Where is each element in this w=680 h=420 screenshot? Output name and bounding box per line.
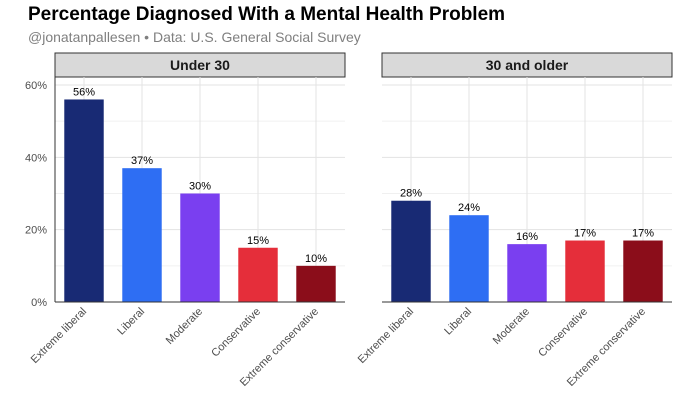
bar-value-label: 16% — [516, 231, 538, 243]
x-tick-label: Extreme liberal — [356, 306, 416, 366]
bar — [64, 99, 104, 302]
bar-value-label: 24% — [458, 202, 480, 214]
y-tick-label: 40% — [25, 152, 47, 164]
bar — [122, 168, 162, 302]
x-tick-label: Conservative — [536, 306, 590, 360]
x-tick-label: Moderate — [491, 306, 532, 347]
facet-strip — [54, 52, 346, 78]
y-tick-label: 60% — [25, 80, 47, 92]
bar-value-label: 17% — [632, 228, 654, 240]
bar-value-label: 37% — [131, 155, 153, 167]
bar-value-label: 15% — [247, 235, 269, 247]
bar — [623, 240, 663, 302]
bar — [391, 200, 431, 302]
chart-title: Percentage Diagnosed With a Mental Healt… — [28, 4, 506, 25]
facet-label: Under 30 — [170, 57, 230, 73]
bar-value-label: 10% — [305, 253, 327, 265]
x-tick-label: Moderate — [164, 306, 205, 347]
bar-value-label: 30% — [189, 181, 211, 193]
bar-value-label: 17% — [574, 228, 596, 240]
bar — [180, 193, 220, 302]
bar-value-label: 28% — [400, 188, 422, 200]
x-tick-label: Extreme liberal — [29, 306, 89, 366]
y-tick-label: 20% — [25, 225, 47, 237]
chart-subtitle: @jonatanpallesen • Data: U.S. General So… — [28, 29, 361, 45]
bar — [449, 215, 489, 302]
facet-label: 30 and older — [486, 57, 569, 73]
bar — [296, 265, 336, 302]
x-tick-label: Liberal — [115, 306, 147, 338]
x-tick-label: Conservative — [209, 306, 263, 360]
y-tick-label: 0% — [31, 297, 47, 309]
bar — [507, 244, 547, 302]
bar — [565, 240, 605, 302]
bar-value-label: 56% — [73, 86, 95, 98]
bar — [238, 247, 278, 302]
x-tick-label: Liberal — [442, 306, 474, 338]
